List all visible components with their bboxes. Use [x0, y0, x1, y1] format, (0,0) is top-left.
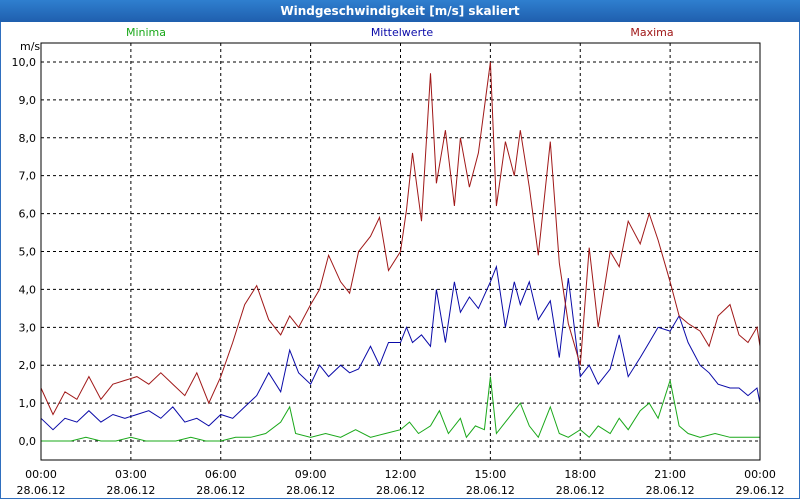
- legend-minima: Minima: [126, 26, 166, 39]
- x-tick-date: 28.06.12: [646, 484, 695, 497]
- y-tick-label: 9,0: [19, 94, 37, 107]
- x-tick-time: 18:00: [564, 468, 596, 481]
- chart-title: Windgeschwindigkeit [m/s] skaliert: [280, 4, 520, 18]
- plot-area-border: [40, 42, 761, 461]
- series-lines: [40, 61, 761, 442]
- series-line-mittelwerte: [40, 264, 761, 431]
- x-tick-time: 15:00: [475, 468, 507, 481]
- x-tick-date: 28.06.12: [556, 484, 605, 497]
- x-tick-labels: 00:00 28.06.12 03:00 28.06.12 06:00 28.06.12 0…: [17, 468, 785, 497]
- y-axis-unit: m/s: [20, 40, 40, 53]
- x-tick-time: 09:00: [295, 468, 327, 481]
- chart-title-bar: Windgeschwindigkeit [m/s] skaliert: [0, 0, 800, 22]
- legend-mittelwerte: Mittelwerte: [371, 26, 434, 39]
- x-tick-date: 28.06.12: [196, 484, 245, 497]
- y-tick-label: 2,0: [19, 359, 37, 372]
- x-tick-time: 06:00: [205, 468, 237, 481]
- y-tick-label: 7,0: [19, 170, 37, 183]
- series-line-maxima: [40, 61, 761, 416]
- x-tick-time: 12:00: [385, 468, 417, 481]
- y-tick-label: 10,0: [12, 56, 37, 69]
- y-tick-label: 6,0: [19, 208, 37, 221]
- x-tick-time: 00:00: [744, 468, 776, 481]
- y-tick-label: 0,0: [19, 435, 37, 448]
- axes: [40, 42, 761, 461]
- y-tick-label: 3,0: [19, 321, 37, 334]
- series-line-minima: [41, 376, 760, 442]
- x-tick-date: 28.06.12: [376, 484, 425, 497]
- y-tick-label: 8,0: [19, 132, 37, 145]
- x-tick-time: 03:00: [115, 468, 147, 481]
- x-tick-date: 28.06.12: [106, 484, 155, 497]
- x-tick-date: 29.06.12: [736, 484, 785, 497]
- y-tick-label: 1,0: [19, 397, 37, 410]
- legend-maxima: Maxima: [630, 26, 673, 39]
- x-tick-time: 00:00: [25, 468, 57, 481]
- x-tick-time: 21:00: [654, 468, 686, 481]
- y-tick-labels: 0,0 1,0 2,0 3,0 4,0 5,0 6,0 7,0 8,0 9,0 10,0: [12, 56, 37, 448]
- y-tick-label: 4,0: [19, 283, 37, 296]
- x-tick-date: 28.06.12: [286, 484, 335, 497]
- x-tick-date: 28.06.12: [17, 484, 66, 497]
- y-tick-label: 5,0: [19, 246, 37, 259]
- x-tick-date: 28.06.12: [466, 484, 515, 497]
